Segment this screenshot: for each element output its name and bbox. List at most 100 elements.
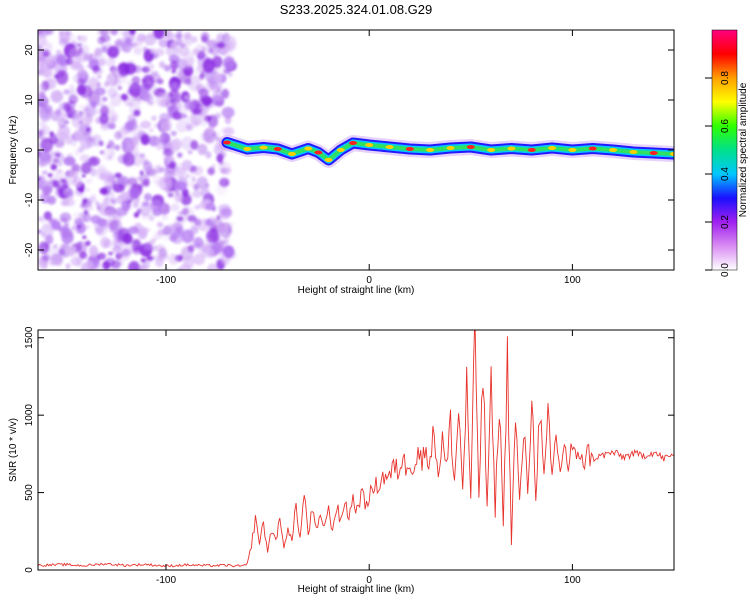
noise-blob	[175, 32, 183, 39]
noise-blob	[176, 70, 184, 80]
noise-blob	[139, 153, 146, 159]
ridge-hotspot	[405, 147, 414, 151]
top-y-tick-label: -10	[24, 192, 35, 207]
noise-blob	[161, 214, 168, 221]
noise-blob	[188, 180, 195, 188]
colorbar-gradient	[711, 29, 738, 271]
noise-blob	[140, 265, 145, 269]
ridge-hotspot	[385, 145, 394, 149]
noise-blob	[193, 253, 205, 266]
noise-blob	[38, 183, 43, 191]
noise-blob	[40, 244, 46, 249]
noise-blob	[162, 225, 172, 236]
noise-blob	[134, 38, 144, 47]
noise-blob	[140, 134, 150, 146]
noise-blob	[79, 251, 88, 260]
noise-blob	[181, 229, 195, 244]
noise-blob	[139, 226, 148, 238]
noise-blob	[119, 30, 127, 35]
noise-blob	[193, 107, 202, 115]
noise-blob	[88, 245, 99, 258]
noise-blob	[65, 263, 71, 270]
noise-blob	[194, 72, 199, 76]
noise-blob	[219, 151, 226, 158]
noise-blob	[105, 58, 116, 68]
noise-blob	[120, 93, 128, 101]
noise-blob	[42, 253, 51, 262]
ridge-hotspot	[507, 146, 516, 151]
noise-blob	[38, 49, 47, 62]
noise-blob	[143, 249, 152, 257]
noise-blob	[211, 241, 223, 255]
noise-blob	[113, 258, 123, 266]
noise-blob	[58, 38, 69, 47]
noise-blob	[61, 230, 74, 244]
noise-blob	[165, 98, 177, 110]
noise-blob	[42, 218, 50, 228]
noise-blob	[170, 82, 179, 90]
noise-blob	[150, 48, 156, 54]
ridge-hotspot	[568, 148, 577, 152]
noise-blob	[168, 140, 180, 153]
noise-blob	[144, 241, 153, 251]
noise-blob	[84, 114, 94, 125]
noise-blob	[64, 198, 76, 207]
noise-blob	[212, 55, 223, 68]
noise-blob	[216, 42, 226, 49]
noise-blob	[44, 212, 53, 221]
noise-blob	[223, 167, 231, 176]
noise-blob	[133, 212, 140, 218]
noise-blob	[213, 76, 220, 84]
noise-blob	[61, 226, 68, 231]
noise-blob	[41, 125, 50, 136]
noise-blob	[215, 183, 227, 196]
noise-blob	[223, 68, 231, 75]
noise-blob	[88, 196, 96, 203]
ridge-hotspot	[273, 147, 282, 151]
bottom-x-tick-label: 100	[564, 575, 581, 586]
noise-blob	[46, 245, 58, 256]
noise-blob	[158, 39, 170, 48]
noise-blob	[49, 259, 55, 266]
noise-blob	[196, 242, 201, 247]
noise-blob	[109, 264, 120, 270]
noise-blob	[107, 155, 112, 160]
noise-blob	[80, 134, 93, 150]
noise-blob	[215, 136, 220, 141]
noise-blob	[169, 234, 178, 242]
ridge-hotspot	[548, 146, 557, 150]
noise-blob	[148, 214, 155, 222]
noise-blob	[211, 164, 216, 169]
colorbar-tick-label: 0.2	[720, 215, 731, 229]
noise-blob	[191, 36, 198, 43]
noise-blob	[202, 116, 209, 122]
noise-blob	[99, 150, 105, 155]
noise-blob	[207, 114, 219, 128]
noise-blob	[105, 109, 118, 125]
top-x-tick-label: 100	[564, 275, 581, 286]
noise-blob	[108, 184, 115, 190]
noise-blob	[156, 221, 164, 228]
noise-blob	[112, 183, 125, 193]
noise-blob	[117, 249, 131, 261]
noise-blob	[99, 113, 109, 125]
noise-blob	[73, 249, 80, 258]
noise-blob	[216, 86, 221, 92]
noise-blob	[42, 265, 48, 269]
noise-blob	[42, 67, 52, 78]
noise-blob	[181, 207, 190, 216]
colorbar-tick-label: 0.0	[720, 263, 731, 277]
noise-blob	[82, 198, 88, 205]
noise-blob	[65, 30, 72, 36]
noise-blob	[205, 218, 213, 227]
ridge-hotspot	[466, 145, 475, 149]
noise-blob	[188, 75, 201, 92]
noise-blob	[38, 152, 49, 162]
noise-blob	[156, 144, 164, 151]
top-y-axis-label: Frequency (Hz)	[8, 116, 19, 185]
noise-blob	[87, 76, 100, 92]
noise-blob	[69, 171, 79, 179]
noise-blob	[86, 259, 94, 268]
noise-blob	[201, 95, 213, 106]
chart-title: S233.2025.324.01.08.G29	[280, 2, 433, 17]
